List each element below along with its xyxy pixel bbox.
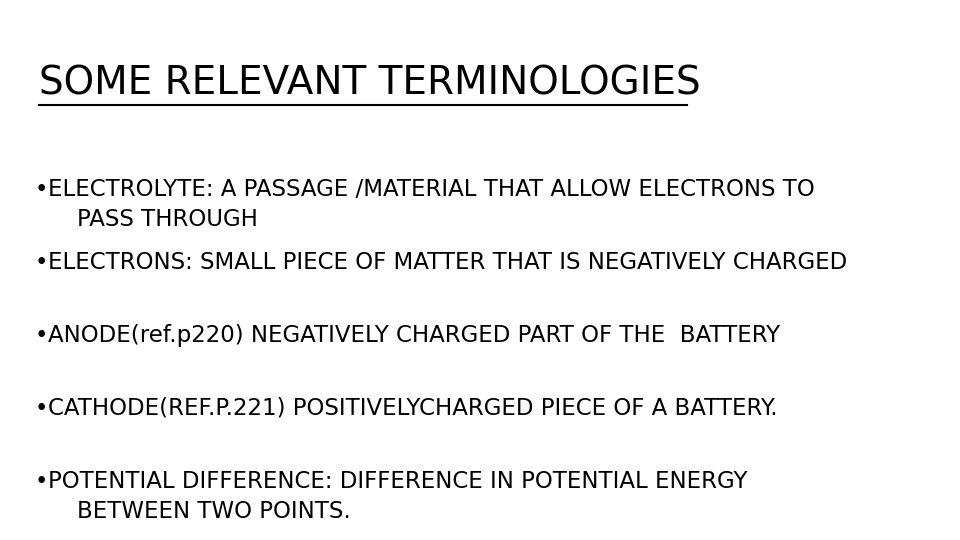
Text: •: • <box>35 397 48 420</box>
Text: ELECTRONS: SMALL PIECE OF MATTER THAT IS NEGATIVELY CHARGED: ELECTRONS: SMALL PIECE OF MATTER THAT IS… <box>47 251 847 274</box>
Text: •: • <box>35 324 48 347</box>
Text: POTENTIAL DIFFERENCE: DIFFERENCE IN POTENTIAL ENERGY
    BETWEEN TWO POINTS.: POTENTIAL DIFFERENCE: DIFFERENCE IN POTE… <box>47 470 747 523</box>
Text: ANODE(ref.p220) NEGATIVELY CHARGED PART OF THE  BATTERY: ANODE(ref.p220) NEGATIVELY CHARGED PART … <box>47 324 780 347</box>
Text: •: • <box>35 178 48 201</box>
Text: •: • <box>35 470 48 493</box>
Text: ELECTROLYTE: A PASSAGE /MATERIAL THAT ALLOW ELECTRONS TO
    PASS THROUGH: ELECTROLYTE: A PASSAGE /MATERIAL THAT AL… <box>47 178 814 232</box>
Text: •: • <box>35 251 48 274</box>
Text: SOME RELEVANT TERMINOLOGIES: SOME RELEVANT TERMINOLOGIES <box>38 65 701 103</box>
Text: CATHODE(REF.P.221) POSITIVELYCHARGED PIECE OF A BATTERY.: CATHODE(REF.P.221) POSITIVELYCHARGED PIE… <box>47 397 778 420</box>
